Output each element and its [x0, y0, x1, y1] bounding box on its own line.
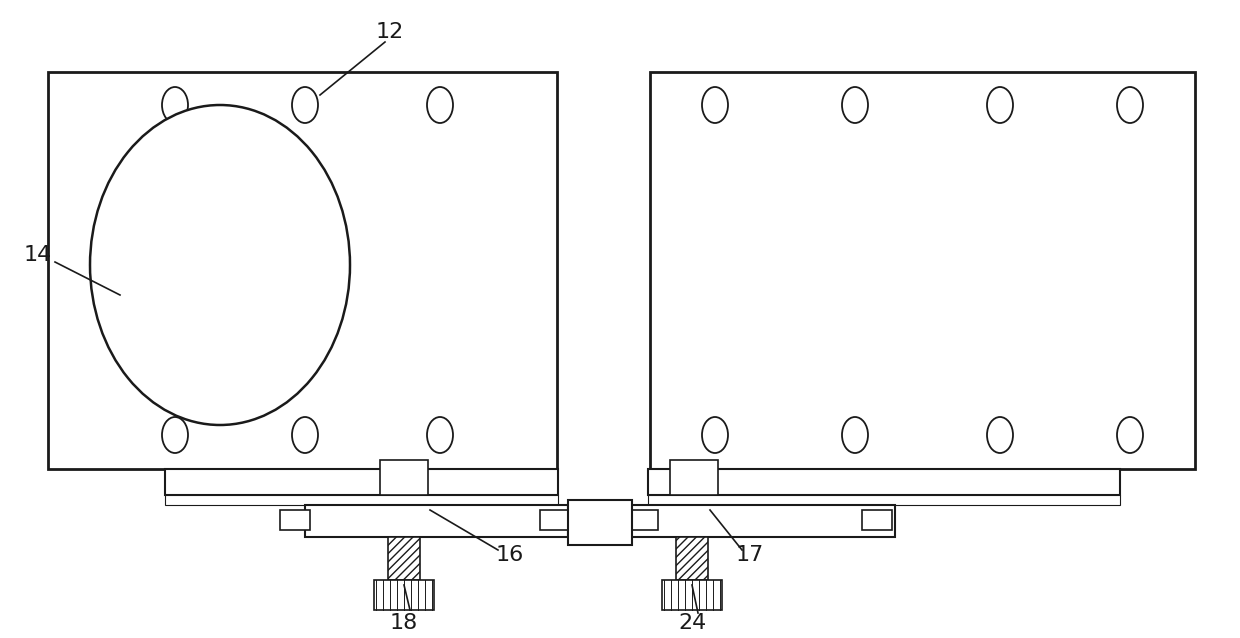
Ellipse shape [987, 417, 1013, 453]
Text: 16: 16 [496, 545, 525, 565]
Bar [388, 537, 420, 580]
Bar [649, 495, 1120, 505]
Bar [280, 510, 310, 530]
Ellipse shape [427, 87, 453, 123]
Ellipse shape [291, 417, 317, 453]
Ellipse shape [291, 87, 317, 123]
Bar [662, 580, 722, 610]
Ellipse shape [842, 417, 868, 453]
Ellipse shape [1117, 417, 1143, 453]
Text: 24: 24 [678, 613, 707, 633]
Bar [630, 505, 895, 537]
Bar [539, 510, 570, 530]
Ellipse shape [842, 87, 868, 123]
Bar [627, 510, 658, 530]
Bar [670, 460, 718, 495]
Text: 18: 18 [389, 613, 418, 633]
Text: 12: 12 [376, 22, 404, 42]
Bar [650, 72, 1195, 469]
Bar [379, 460, 428, 495]
Ellipse shape [702, 417, 728, 453]
Ellipse shape [1117, 87, 1143, 123]
Text: 14: 14 [24, 245, 52, 265]
Bar [305, 505, 568, 537]
Ellipse shape [162, 417, 188, 453]
Ellipse shape [162, 87, 188, 123]
Ellipse shape [702, 87, 728, 123]
Ellipse shape [987, 87, 1013, 123]
Ellipse shape [427, 417, 453, 453]
Bar [48, 72, 557, 469]
Bar [568, 500, 632, 545]
Ellipse shape [91, 105, 350, 425]
Bar [649, 469, 1120, 495]
Bar [165, 495, 558, 505]
Bar [374, 580, 434, 610]
Bar [165, 469, 558, 495]
Bar [676, 537, 708, 580]
Bar [862, 510, 892, 530]
Text: 17: 17 [735, 545, 764, 565]
